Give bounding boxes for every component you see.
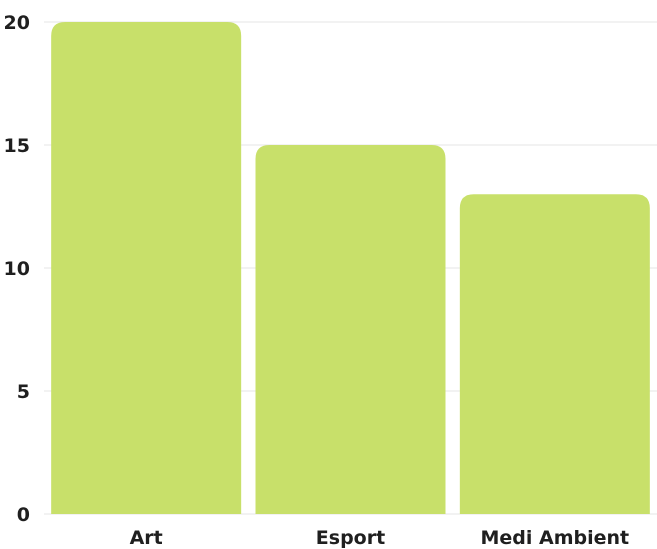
- x-tick-label: Art: [130, 527, 163, 549]
- x-axis: Art Esport Medi Ambient: [130, 527, 630, 549]
- y-tick-label: 10: [4, 258, 30, 280]
- bar-medi-ambient: [459, 194, 650, 514]
- y-tick-label: 0: [17, 504, 30, 526]
- bar-esport: [255, 145, 446, 514]
- y-tick-label: 15: [4, 135, 30, 157]
- x-tick-label: Esport: [316, 527, 385, 549]
- bars: [51, 22, 650, 514]
- y-tick-label: 20: [4, 12, 30, 34]
- y-tick-label: 5: [17, 381, 30, 403]
- x-tick-label: Medi Ambient: [481, 527, 630, 549]
- bar-art: [51, 22, 242, 514]
- y-axis: 0 5 10 15 20: [4, 12, 30, 526]
